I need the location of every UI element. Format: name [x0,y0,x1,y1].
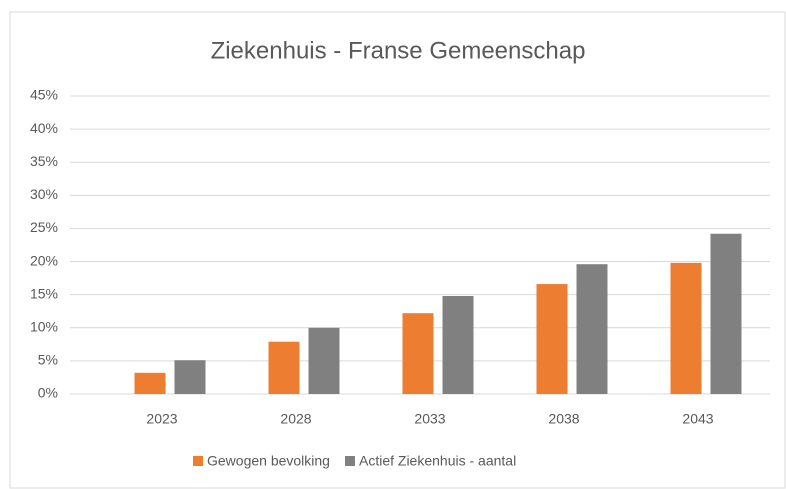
x-tick-label: 2043 [682,411,713,427]
bar [536,284,568,394]
bar [670,262,702,394]
y-tick-label: 30% [30,186,58,202]
y-tick-label: 40% [30,120,58,136]
x-tick-label: 2028 [280,411,311,427]
chart-border [9,11,786,489]
y-tick-label: 5% [38,352,58,368]
x-tick-label: 2038 [548,411,579,427]
y-tick-label: 15% [30,285,58,301]
x-tick-label: 2033 [414,411,445,427]
y-tick-label: 20% [30,252,58,268]
y-tick-label: 45% [30,87,58,103]
bar [268,341,300,394]
y-tick-label: 35% [30,153,58,169]
legend-label: Gewogen bevolking [207,453,330,469]
legend-label: Actief Ziekenhuis - aantal [359,453,516,469]
y-tick-label: 10% [30,318,58,334]
chart-title: Ziekenhuis - Franse Gemeenschap [211,37,586,64]
y-tick-label: 0% [38,385,58,401]
bar [576,264,608,394]
y-tick-label: 25% [30,219,58,235]
bar [442,295,474,394]
legend-swatch [193,456,203,466]
bar [174,360,206,394]
x-tick-label: 2023 [146,411,177,427]
bar [402,313,434,394]
bar [308,327,340,394]
bar [710,233,742,394]
bar [134,372,166,394]
legend-swatch [344,456,355,466]
